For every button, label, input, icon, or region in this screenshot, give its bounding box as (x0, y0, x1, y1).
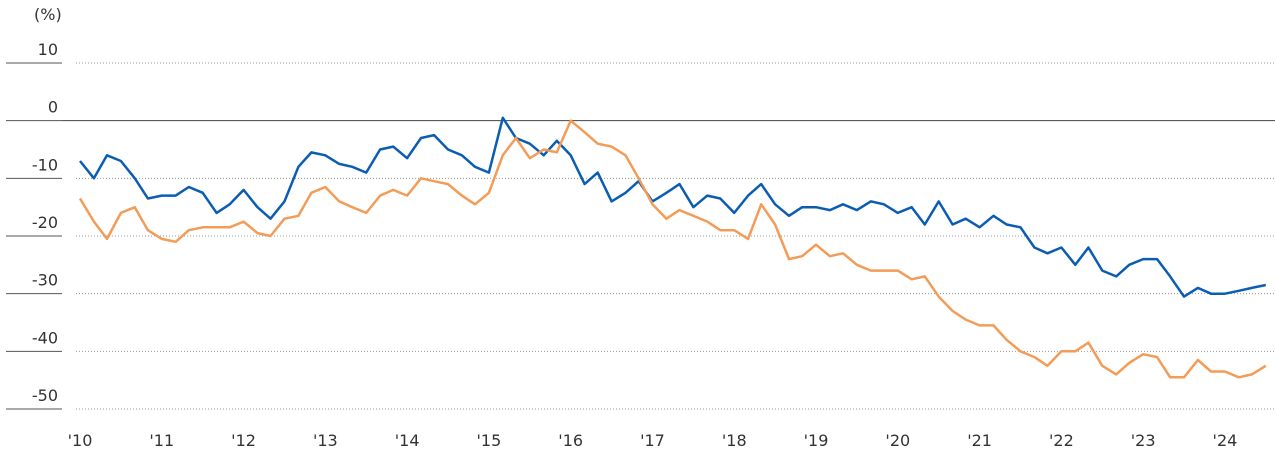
y-axis-label: (%) (34, 5, 62, 24)
x-tick-label: '16 (558, 431, 583, 450)
y-tick-label: -10 (32, 155, 58, 174)
x-tick-label: '14 (395, 431, 420, 450)
x-tick-label: '11 (149, 431, 174, 450)
x-tick-label: '13 (313, 431, 338, 450)
y-tick-label: 0 (48, 98, 58, 117)
series-line (79, 116, 1267, 298)
x-tick-label: '10 (68, 431, 93, 450)
x-tick-label: '18 (722, 431, 747, 450)
x-tick-label: '12 (231, 431, 256, 450)
y-tick-label: -20 (32, 213, 58, 232)
y-tick-label: -40 (32, 328, 58, 347)
x-tick-label: '15 (477, 431, 502, 450)
y-tick-label: -30 (32, 271, 58, 290)
x-tick-label: '24 (1213, 431, 1238, 450)
x-tick-label: '17 (640, 431, 665, 450)
series-line (78, 119, 1267, 379)
x-tick-label: '20 (885, 431, 910, 450)
x-tick-label: '22 (1049, 431, 1074, 450)
x-tick-label: '21 (967, 431, 992, 450)
x-tick-label: '23 (1131, 431, 1156, 450)
y-tick-label: 10 (38, 40, 58, 59)
y-tick-label: -50 (32, 386, 58, 405)
x-tick-label: '19 (804, 431, 829, 450)
